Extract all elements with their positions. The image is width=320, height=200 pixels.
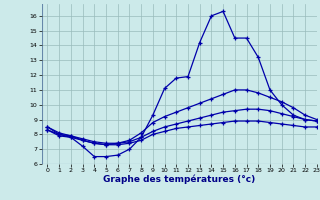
X-axis label: Graphe des températures (°c): Graphe des températures (°c) [103,175,255,184]
